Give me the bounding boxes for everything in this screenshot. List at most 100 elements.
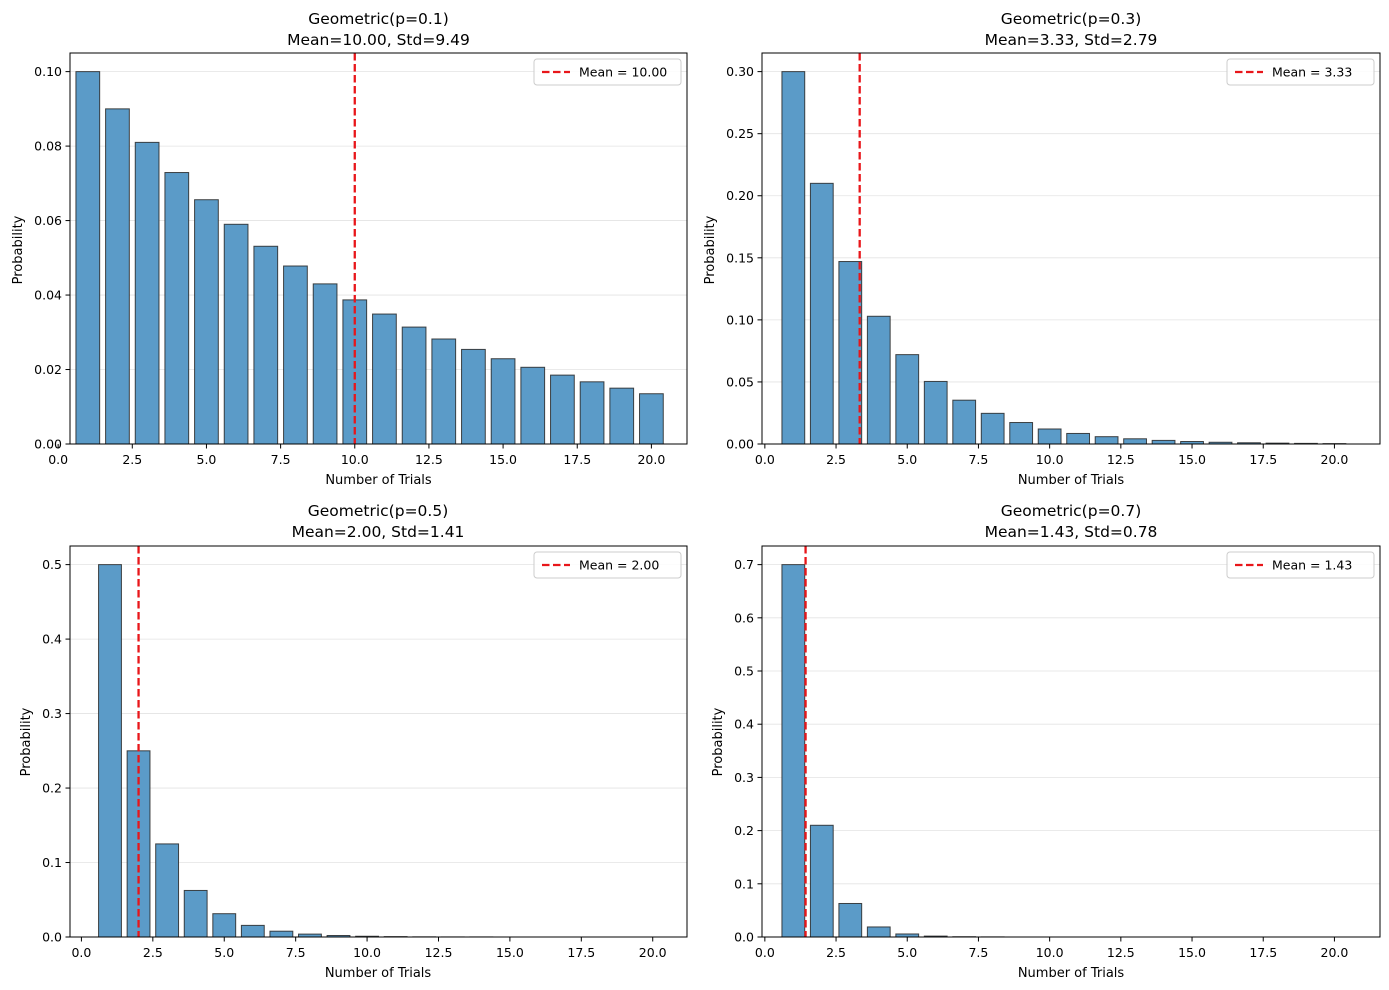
subplot-4-xtick-label-4: 10.0 <box>1036 945 1064 960</box>
subplot-2-xtick-label-1: 2.5 <box>826 452 846 467</box>
subplot-1-ytick-label-3: 0.06 <box>34 213 62 228</box>
subplot-2-xtick-label-2: 5.0 <box>897 452 917 467</box>
subplot-3-bar-5 <box>212 913 237 938</box>
subplot-1-axes-frame <box>69 52 688 445</box>
subplot-3-xtick-label-3: 7.5 <box>286 945 306 960</box>
subplot-4-plot: 0.0 2.5 5.0 7.5 10.0 12.5 15.0 17.5 20.0 0.0 0.1 0.… <box>734 545 1381 960</box>
subplot-1-bar-2 <box>105 108 130 445</box>
subplot-1-bar-19 <box>609 387 635 445</box>
subplot-3-bar-7 <box>269 930 294 938</box>
subplot-2-bar-7 <box>952 399 977 445</box>
subplot-1-bar-17 <box>550 374 575 445</box>
subplot-3-title-line2: Mean=2.00, Std=1.41 <box>292 523 465 541</box>
subplot-3-ytick-label-5: 0.5 <box>42 557 62 572</box>
subplot-2-bar-11 <box>1066 432 1091 445</box>
subplot-1-ytick-label-0: 0.00 <box>34 437 62 452</box>
subplot-2-xtick-label-0: 0.0 <box>755 452 775 467</box>
subplot-4-xtick-label-6: 15.0 <box>1178 945 1206 960</box>
subplot-4-title-line2: Mean=1.43, Std=0.78 <box>985 523 1158 541</box>
subplot-1: Geometric(p=0.1) Mean=10.00, Std=9.49 0.… <box>11 10 688 488</box>
subplot-1-xtick-label-1: 2.5 <box>122 452 142 467</box>
subplot-1-bar-7 <box>253 245 279 445</box>
subplot-3-legend-label: Mean = 2.00 <box>579 558 659 573</box>
subplot-2-xtick-label-8: 20.0 <box>1321 452 1349 467</box>
subplot-4-xtick-label-2: 5.0 <box>897 945 917 960</box>
subplot-1-ytick-label-1: 0.02 <box>34 362 62 377</box>
subplot-2-xlabel: Number of Trials <box>1018 473 1125 488</box>
subplot-1-xtick-label-3: 7.5 <box>271 452 291 467</box>
subplot-2-ytick-label-1: 0.05 <box>726 374 754 389</box>
subplot-2-ylabel: Probability <box>703 215 718 284</box>
subplot-1-xtick-label-4: 10.0 <box>341 452 369 467</box>
subplot-4: Geometric(p=0.7) Mean=1.43, Std=0.78 0.0… <box>711 502 1381 981</box>
subplot-1-bar-12 <box>401 326 427 445</box>
subplot-3-ytick-label-0: 0.0 <box>42 930 62 945</box>
subplot-2-ytick-label-3: 0.15 <box>726 250 754 265</box>
subplot-3-xtick-label-1: 2.5 <box>143 945 163 960</box>
subplot-1-bar-11 <box>372 313 397 445</box>
subplot-2-bar-5 <box>895 354 920 445</box>
subplot-3-xtick-label-5: 12.5 <box>425 945 453 960</box>
subplot-3-xtick-label-6: 15.0 <box>496 945 524 960</box>
subplot-1-plot: 0.0 2.5 5.0 7.5 10.0 12.5 15.0 17.5 20.0 0.00 0.02… <box>34 52 688 467</box>
subplot-1-bar-9 <box>312 283 338 445</box>
subplot-3-bar-3 <box>155 843 180 938</box>
subplot-2-title-line2: Mean=3.33, Std=2.79 <box>985 31 1158 49</box>
subplot-4-xtick-label-5: 12.5 <box>1107 945 1135 960</box>
subplot-4-xtick-label-7: 17.5 <box>1249 945 1277 960</box>
subplot-2-bar-9 <box>1009 422 1034 445</box>
subplot-2-bar-12 <box>1094 436 1119 445</box>
subplot-1-ytick-label-2: 0.04 <box>34 288 62 303</box>
subplot-3-legend-box <box>533 551 682 579</box>
subplot-4-ytick-label-2: 0.2 <box>734 823 754 838</box>
subplot-4-bar-3 <box>838 902 863 938</box>
subplot-1-title-line2: Mean=10.00, Std=9.49 <box>287 31 470 49</box>
subplot-4-ytick-label-4: 0.4 <box>734 717 754 732</box>
subplot-1-xtick-label-6: 15.0 <box>489 452 517 467</box>
subplot-1-ylabel: Probability <box>11 215 26 284</box>
subplot-1-bar-8 <box>283 265 308 445</box>
subplot-2-bar-6 <box>923 380 948 445</box>
subplot-2-xtick-label-7: 17.5 <box>1249 452 1277 467</box>
subplot-2-bar-8 <box>980 412 1005 445</box>
subplot-3-xtick-label-2: 5.0 <box>214 945 234 960</box>
subplot-4-legend-label: Mean = 1.43 <box>1272 558 1352 573</box>
subplot-4-ytick-label-5: 0.5 <box>734 664 754 679</box>
subplot-1-legend-box <box>533 58 682 86</box>
subplot-4-ytick-label-6: 0.6 <box>734 610 754 625</box>
subplot-4-xtick-label-3: 7.5 <box>968 945 988 960</box>
subplot-1-legend-label: Mean = 10.00 <box>579 65 667 80</box>
subplot-2-xtick-label-3: 7.5 <box>968 452 988 467</box>
subplot-2-ytick-label-4: 0.20 <box>726 188 754 203</box>
subplot-3-plot: 0.0 2.5 5.0 7.5 10.0 12.5 15.0 17.5 20.0 0.0 0.1 0.… <box>42 545 688 960</box>
subplot-3-ytick-label-1: 0.1 <box>42 855 62 870</box>
subplot-1-bar-3 <box>134 141 160 445</box>
subplot-2-bar-14 <box>1151 439 1176 445</box>
subplot-2-ytick-label-6: 0.30 <box>726 64 754 79</box>
subplot-4-ytick-label-3: 0.3 <box>734 770 754 785</box>
subplot-4-bar-2 <box>809 824 834 938</box>
subplot-1-bar-14 <box>461 348 486 445</box>
subplot-2-bar-4 <box>866 315 891 445</box>
subplot-4-xtick-label-1: 2.5 <box>826 945 846 960</box>
subplot-3-xtick-label-7: 17.5 <box>567 945 595 960</box>
subplot-4-legend-box <box>1226 551 1375 579</box>
subplot-2-axes-frame <box>761 52 1381 445</box>
subplot-2-ytick-label-2: 0.10 <box>726 312 754 327</box>
subplot-2-bar-13 <box>1123 438 1147 445</box>
subplot-1-xlabel: Number of Trials <box>325 473 432 488</box>
subplot-3-ytick-label-3: 0.3 <box>42 706 62 721</box>
subplot-1-xtick-label-2: 5.0 <box>197 452 217 467</box>
subplot-2: Geometric(p=0.3) Mean=3.33, Std=2.79 0.0… <box>703 10 1381 488</box>
subplot-1-bar-4 <box>164 172 190 445</box>
subplot-4-xtick-label-8: 20.0 <box>1321 945 1349 960</box>
subplot-2-bar-1 <box>781 71 806 445</box>
subplot-3-ytick-label-2: 0.2 <box>42 781 62 796</box>
subplot-1-ytick-label-5: 0.10 <box>34 64 62 79</box>
subplot-4-bar-4 <box>866 926 891 938</box>
subplot-3-bar-1 <box>98 564 122 938</box>
subplot-3-ytick-label-4: 0.4 <box>42 632 62 647</box>
subplot-4-title-line1: Geometric(p=0.7) <box>1001 502 1142 520</box>
